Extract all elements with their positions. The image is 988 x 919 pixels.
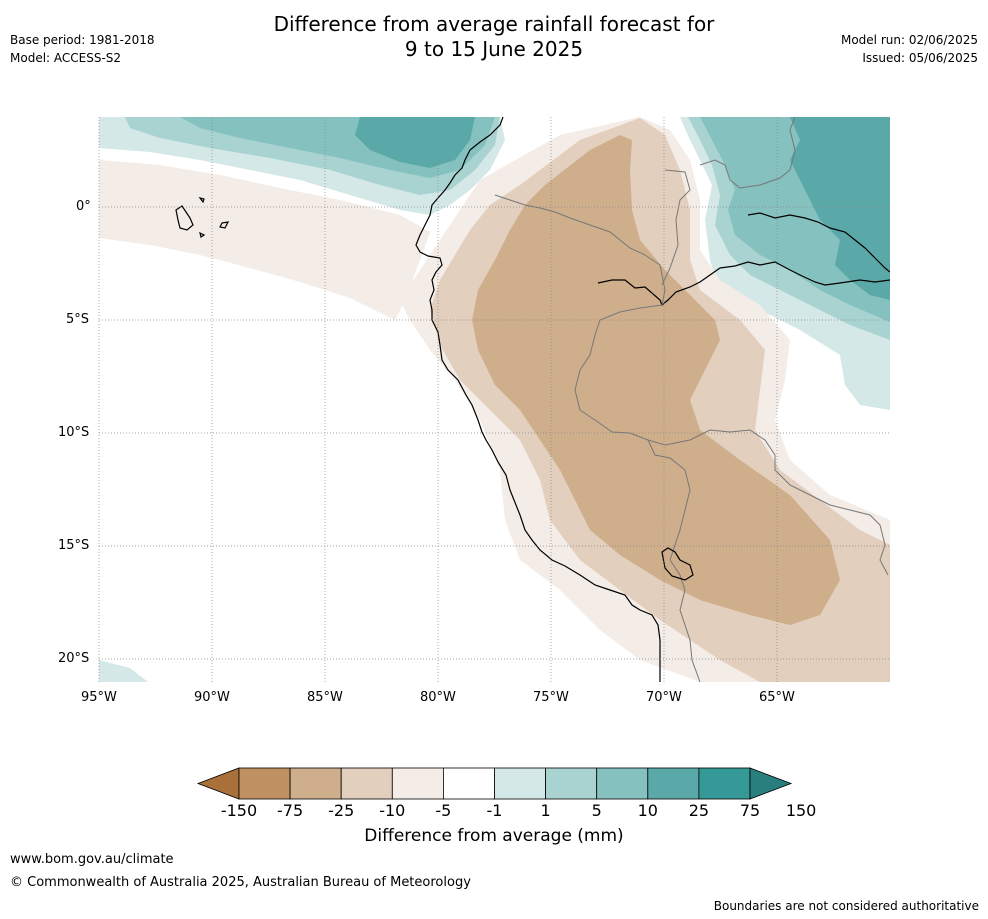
lat-label: 10°S <box>58 425 90 440</box>
wet-zone-pacific-4 <box>355 117 475 168</box>
coastline-west <box>415 117 661 682</box>
colorbar-tick-label: -150 <box>220 801 258 820</box>
header-meta-left: Base period: 1981-2018 Model: ACCESS-S2 <box>10 31 155 67</box>
lon-label: 90°W <box>194 690 230 705</box>
model-name: Model: ACCESS-S2 <box>10 51 122 65</box>
wet-zone-amazon-5 <box>810 117 890 180</box>
lon-label: 95°W <box>81 690 117 705</box>
colorbar-tick-label: -5 <box>435 801 452 820</box>
lon-label: 85°W <box>307 690 343 705</box>
colorbar-title: Difference from average (mm) <box>364 826 624 846</box>
colorbar-swatch <box>442 767 495 800</box>
base-period: Base period: 1981-2018 <box>10 33 155 47</box>
colorbar-tick-label: 5 <box>591 801 602 820</box>
colorbar-swatch <box>340 767 393 800</box>
header-meta-right: Model run: 02/06/2025 Issued: 05/06/2025 <box>841 31 978 67</box>
dry-zone-pacific-band <box>99 160 430 320</box>
colorbar-swatch <box>647 767 700 800</box>
lake-titicaca <box>661 547 694 581</box>
footer-note: Boundaries are not considered authoritat… <box>713 899 979 913</box>
country-border-bolivia <box>647 429 889 576</box>
colorbar-arrow-high <box>749 767 793 800</box>
lon-label: 75°W <box>533 690 569 705</box>
dry-zone-andes-4 <box>810 600 890 682</box>
lon-label: 80°W <box>420 690 456 705</box>
lat-label: 5°S <box>66 312 90 327</box>
colorbar-tick-label: -1 <box>486 801 503 820</box>
colorbar-swatch <box>596 767 649 800</box>
country-border-chile-argentina <box>669 559 701 682</box>
country-border-colombia <box>494 194 666 306</box>
wet-zone-southwest <box>99 660 148 682</box>
lon-label: 70°W <box>646 690 682 705</box>
colorbar-swatch <box>494 767 546 800</box>
country-border-peru-brazil <box>574 304 691 561</box>
map-lines <box>175 117 890 682</box>
colorbar-swatch <box>698 767 751 800</box>
colorbar-tick-label: 1 <box>540 801 551 820</box>
issued-date: Issued: 05/06/2025 <box>862 51 978 65</box>
galapagos-islands <box>175 197 230 238</box>
graticule <box>98 117 890 682</box>
colorbar-swatch <box>238 767 291 800</box>
colorbar-tick-label: 10 <box>637 801 658 820</box>
footer-copyright: © Commonwealth of Australia 2025, Austra… <box>10 875 471 890</box>
lat-label: 20°S <box>58 651 90 666</box>
footer-link[interactable]: www.bom.gov.au/climate <box>10 852 174 867</box>
colorbar-tick-label: -75 <box>277 801 304 820</box>
colorbar-tick-label: -25 <box>328 801 355 820</box>
coastline-amazon-river <box>597 261 890 306</box>
colorbar-swatches <box>196 767 793 800</box>
colorbar-swatch <box>391 767 444 800</box>
coastline-amazon-north <box>747 212 890 273</box>
title-line-1: Difference from average rainfall forecas… <box>273 12 715 36</box>
colorbar-arrow-low <box>196 767 240 800</box>
rainfall-shading <box>99 117 890 682</box>
lat-label: 15°S <box>58 538 90 553</box>
dry-zone-andes-3 <box>472 135 840 625</box>
title-line-2: 9 to 15 June 2025 <box>404 37 584 61</box>
colorbar-tick-label: 150 <box>785 801 817 820</box>
lat-label: 0° <box>76 199 91 214</box>
colorbar-tick-label: -10 <box>379 801 406 820</box>
colorbar-tick-label: 25 <box>688 801 710 820</box>
country-border-amazon-north <box>661 117 796 286</box>
colorbar-swatch <box>289 767 342 800</box>
colorbar-tick-label: 75 <box>739 801 761 820</box>
colorbar-swatch <box>545 767 598 800</box>
map-title: Difference from average rainfall forecas… <box>0 12 988 62</box>
lon-label: 65°W <box>759 690 795 705</box>
model-run: Model run: 02/06/2025 <box>840 33 978 47</box>
